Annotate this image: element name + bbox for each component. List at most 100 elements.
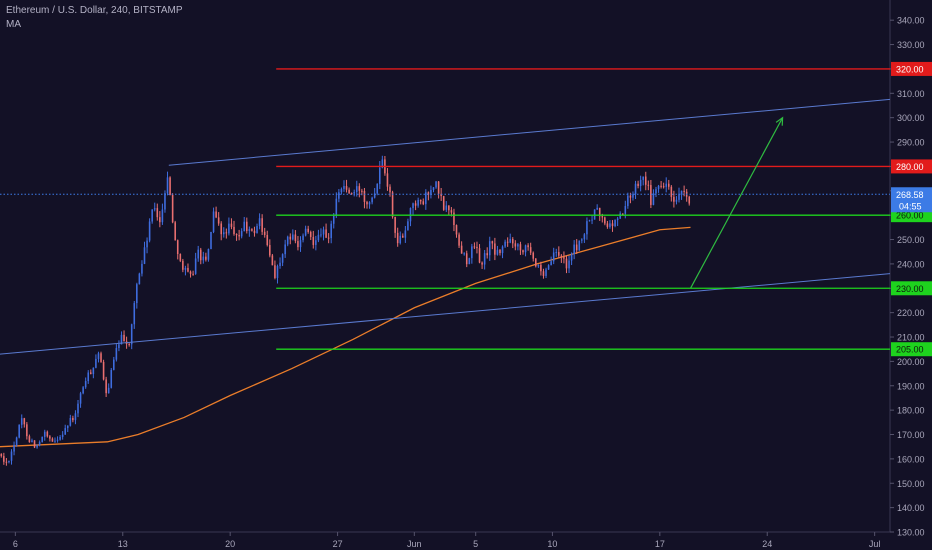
current-price-badge: [891, 187, 932, 213]
indicator-label[interactable]: MA: [6, 19, 21, 30]
candle-down: [363, 190, 366, 202]
candle-down: [644, 176, 647, 185]
candle-up: [143, 247, 146, 264]
candle-down: [123, 334, 125, 342]
candle-down: [650, 185, 652, 205]
candle-up: [107, 387, 110, 394]
candle-down: [235, 233, 238, 236]
candle-up: [317, 234, 320, 241]
candle-up: [54, 440, 56, 442]
candle-up: [240, 231, 243, 237]
candle-up: [202, 256, 205, 261]
support-level-label: 260.00: [896, 211, 924, 221]
candle-down: [476, 246, 478, 249]
candle-down: [494, 243, 496, 255]
candle-up: [222, 232, 225, 235]
candle-down: [460, 245, 463, 254]
x-tick-label: 5: [473, 539, 478, 549]
candle-up: [97, 353, 100, 359]
candle-up: [586, 221, 588, 235]
candle-up: [10, 451, 13, 461]
candle-up: [302, 235, 304, 241]
candle-up: [43, 431, 46, 437]
candle-up: [652, 193, 655, 205]
candle-up: [136, 284, 138, 304]
candle-up: [113, 359, 115, 370]
candle-down: [688, 196, 691, 204]
candle-up: [79, 393, 82, 404]
candle-up: [92, 367, 95, 375]
candle-up: [148, 221, 151, 241]
candle-up: [381, 159, 384, 168]
y-tick-label: 250.00: [897, 235, 925, 245]
candle-up: [74, 413, 77, 421]
candle-up: [340, 188, 343, 193]
candle-down: [527, 245, 529, 248]
candle-down: [156, 208, 159, 218]
candle-down: [427, 192, 430, 195]
candle-up: [292, 234, 294, 240]
candle-down: [611, 223, 614, 227]
chart-title[interactable]: Ethereum / U.S. Dollar, 240, BITSTAMP: [6, 5, 183, 16]
candle-down: [28, 436, 31, 443]
candle-up: [59, 436, 61, 440]
candle-up: [194, 258, 197, 274]
candle-up: [31, 440, 33, 443]
candle-up: [286, 236, 289, 245]
x-tick-label: 24: [762, 539, 772, 549]
candle-up: [634, 183, 637, 195]
y-tick-label: 220.00: [897, 308, 925, 318]
candle-down: [637, 183, 639, 187]
y-tick-label: 300.00: [897, 113, 925, 123]
candle-down: [478, 248, 481, 263]
candle-down: [565, 258, 568, 269]
candle-up: [41, 436, 43, 442]
projection-arrow-layer: [689, 116, 784, 289]
candle-up: [619, 213, 621, 219]
candle-down: [312, 236, 315, 245]
candle-down: [269, 245, 271, 256]
candle-down: [230, 223, 233, 227]
y-tick-label: 150.00: [897, 479, 925, 489]
candle-up: [568, 260, 570, 269]
candle-up: [77, 403, 79, 414]
y-tick-label: 310.00: [897, 89, 925, 99]
candle-up: [299, 240, 302, 248]
candle-up: [256, 226, 258, 234]
candle-up: [614, 220, 616, 227]
candle-up: [642, 176, 644, 180]
y-tick-label: 210.00: [897, 333, 925, 343]
candle-up: [69, 418, 72, 426]
candle-down: [606, 223, 609, 227]
candle-down: [345, 186, 348, 190]
candle-up: [243, 221, 246, 232]
candle-down: [350, 193, 353, 195]
candle-up: [550, 261, 552, 266]
candle-up: [138, 273, 141, 285]
candle-down: [563, 257, 565, 259]
bar-countdown-label: 04:55: [899, 201, 922, 211]
candle-down: [176, 240, 179, 255]
candle-up: [678, 193, 680, 200]
candle-up: [404, 230, 407, 238]
candle-up: [537, 264, 540, 267]
candle-down: [414, 203, 417, 206]
candle-down: [51, 438, 54, 442]
candle-down: [667, 183, 670, 187]
candle-up: [675, 199, 678, 202]
candle-up: [276, 266, 279, 278]
candle-down: [238, 235, 240, 237]
candle-up: [141, 263, 143, 274]
y-axis-ticks: 130.00 140.00 150.00 160.00 170.00 180.00 190.…: [890, 16, 925, 538]
candle-down: [540, 264, 542, 272]
y-tick-label: 140.00: [897, 503, 925, 513]
x-tick-label: 17: [655, 539, 665, 549]
moving-average-line: [0, 226, 691, 448]
candle-up: [332, 215, 335, 224]
candle-down: [169, 177, 171, 195]
candle-down: [192, 273, 194, 275]
y-tick-label: 200.00: [897, 357, 925, 367]
candle-down: [46, 431, 49, 437]
candle-down: [220, 223, 223, 235]
candle-up: [578, 240, 581, 251]
